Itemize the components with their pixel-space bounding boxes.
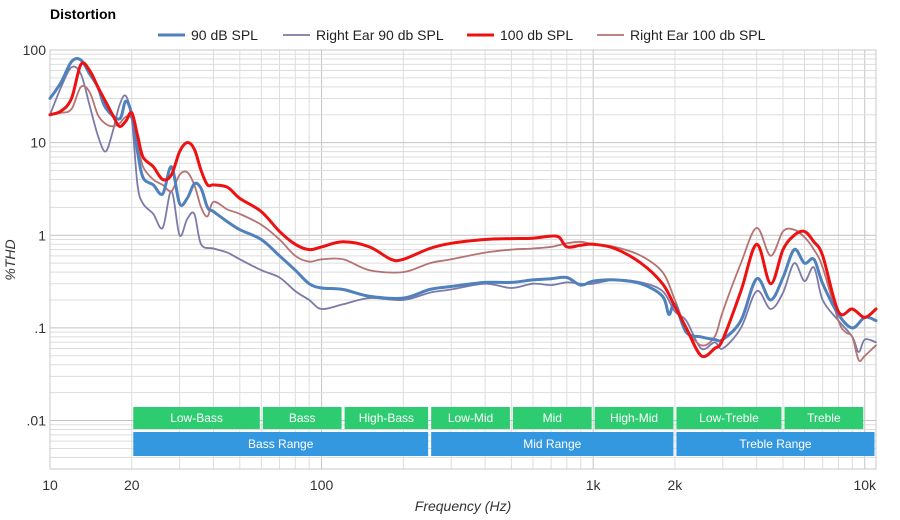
plot-area-border bbox=[49, 49, 877, 470]
band-label: Bass bbox=[289, 411, 316, 425]
x-tick-label: 20 bbox=[124, 477, 140, 493]
band-label: High-Mid bbox=[610, 411, 658, 425]
band-low-mid bbox=[431, 407, 510, 429]
legend: 90 dB SPL Right Ear 90 db SPL 100 db SPL Ri… bbox=[158, 27, 766, 43]
chart-title: Distortion bbox=[50, 6, 116, 22]
x-tick-label: 100 bbox=[310, 477, 334, 493]
band-bass-range bbox=[133, 432, 429, 456]
band-label: Low-Treble bbox=[699, 411, 759, 425]
y-tick-label: 100 bbox=[23, 42, 47, 58]
band-label: Mid bbox=[543, 411, 562, 425]
band-bass bbox=[262, 407, 342, 429]
band-label: Treble bbox=[807, 411, 841, 425]
band-low-treble bbox=[676, 407, 782, 429]
y-axis-title: %THD bbox=[2, 239, 18, 280]
x-axis-ticks: 10 20 100 1k 2k 10k bbox=[42, 477, 877, 493]
series-line-right-ear-90-db-spl bbox=[49, 65, 877, 353]
band-mid-range bbox=[431, 432, 674, 456]
y-tick-label: .01 bbox=[27, 413, 47, 429]
series-line-90-db-spl bbox=[48, 57, 878, 343]
band-label: Mid Range bbox=[523, 437, 581, 451]
band-label: High-Bass bbox=[359, 411, 414, 425]
x-tick-label: 2k bbox=[668, 477, 684, 493]
band-label: Bass Range bbox=[248, 437, 314, 451]
y-tick-label: 10 bbox=[30, 135, 46, 151]
x-axis-title: Frequency (Hz) bbox=[415, 498, 511, 514]
y-tick-label: .1 bbox=[34, 320, 46, 336]
legend-label: Right Ear 100 db SPL bbox=[630, 27, 766, 43]
series-lines bbox=[48, 57, 878, 362]
x-tick-label: 1k bbox=[586, 477, 602, 493]
series-line-100-db-spl bbox=[48, 61, 878, 359]
y-tick-label: 1 bbox=[38, 227, 46, 243]
band-high-mid bbox=[594, 407, 674, 429]
band-high-bass bbox=[344, 407, 429, 429]
band-treble-range bbox=[676, 432, 875, 456]
band-label: Treble Range bbox=[739, 437, 812, 451]
band-treble bbox=[784, 407, 864, 429]
x-tick-label: 10k bbox=[853, 477, 877, 493]
legend-label: Right Ear 90 db SPL bbox=[316, 27, 444, 43]
frequency-bands: Low-Bass Bass High-Bass Low-Mid Mid High-Mid L… bbox=[133, 407, 875, 456]
grid bbox=[49, 50, 876, 470]
x-tick-label: 10 bbox=[42, 477, 58, 493]
band-label: Low-Bass bbox=[170, 411, 223, 425]
legend-label: 90 dB SPL bbox=[191, 27, 258, 43]
y-axis-ticks: 100 10 1 .1 .01 bbox=[23, 42, 47, 429]
band-label: Low-Mid bbox=[448, 411, 493, 425]
series-line-right-ear-100-db-spl bbox=[49, 84, 877, 362]
band-low-bass bbox=[133, 407, 260, 429]
legend-label: 100 db SPL bbox=[500, 27, 573, 43]
band-mid bbox=[512, 407, 592, 429]
